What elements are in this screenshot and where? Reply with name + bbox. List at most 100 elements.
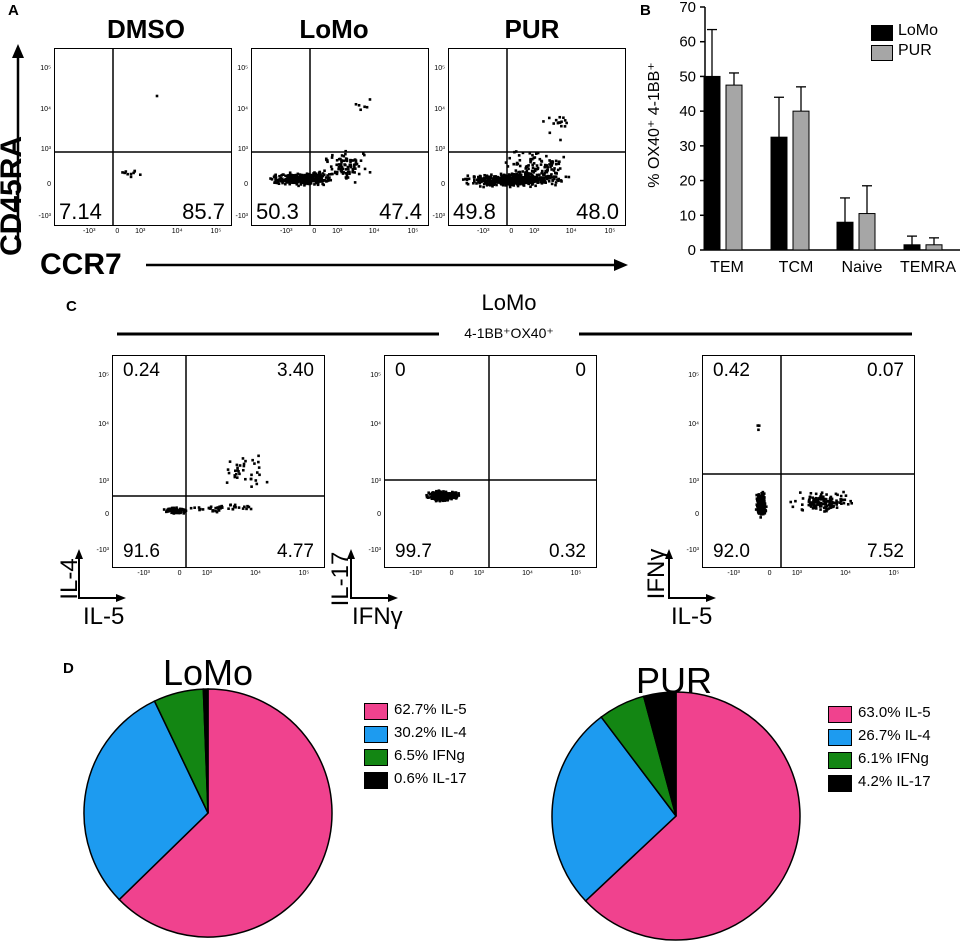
- event-dot: [443, 499, 447, 502]
- event-dot: [535, 164, 539, 167]
- event-dot: [182, 508, 186, 511]
- pie-legend-label: 63.0% IL-5: [858, 704, 931, 721]
- y-axis-label-il4: IL-4: [56, 558, 83, 600]
- event-dot: [334, 171, 337, 175]
- event-dot: [554, 159, 558, 163]
- event-dot: [758, 496, 762, 500]
- event-dot: [563, 125, 567, 128]
- event-dot: [762, 509, 766, 513]
- event-dot: [482, 185, 485, 189]
- event-dot: [811, 502, 815, 505]
- event-dot: [495, 183, 498, 187]
- quadrant-lower-right: 0.32: [549, 541, 586, 562]
- event-dot: [821, 496, 825, 499]
- event-dot: [824, 509, 828, 512]
- event-dot: [506, 182, 510, 186]
- pie-legend-swatch: [364, 772, 388, 789]
- event-dot: [807, 498, 811, 502]
- event-dot: [844, 494, 848, 497]
- event-dot: [761, 510, 764, 514]
- flow-plot-il4-il5: 0.24 3.40 91.6 4.77: [112, 355, 325, 568]
- event-dot: [484, 179, 488, 183]
- event-dot: [518, 182, 522, 186]
- event-dot: [850, 501, 854, 505]
- event-dot: [193, 506, 196, 510]
- event-dot: [488, 178, 491, 181]
- event-dot: [477, 175, 480, 179]
- event-dot: [817, 497, 820, 500]
- event-dot: [317, 174, 320, 177]
- event-dot: [225, 481, 229, 484]
- event-dot: [250, 473, 253, 477]
- event-dot: [835, 506, 839, 509]
- event-dot: [801, 508, 805, 512]
- event-dot: [533, 179, 536, 182]
- event-dot: [362, 152, 365, 155]
- event-dot: [510, 179, 513, 182]
- event-dot: [812, 504, 816, 507]
- event-dot: [292, 178, 296, 181]
- event-dot: [176, 511, 180, 514]
- event-dot: [250, 485, 253, 488]
- pie-legend-swatch: [828, 729, 852, 746]
- y-tick-label: -10³: [368, 547, 381, 555]
- event-dot: [327, 173, 331, 176]
- event-dot: [425, 493, 428, 497]
- x-tick-label: -10³: [409, 570, 422, 577]
- flow-title-dmso: DMSO: [107, 14, 185, 44]
- event-dot: [288, 181, 291, 185]
- event-dot: [493, 180, 496, 184]
- event-dot: [241, 457, 245, 460]
- y-tick-label: 10⁵: [40, 65, 51, 73]
- event-dot: [539, 163, 543, 166]
- event-dot: [315, 178, 318, 181]
- pie-legend-label: 6.5% IFNg: [394, 747, 465, 764]
- event-dot: [444, 492, 448, 496]
- event-dot: [543, 173, 546, 176]
- flow-plot-dmso-canvas: [55, 49, 231, 225]
- event-dot: [794, 499, 797, 503]
- event-dot: [321, 172, 325, 175]
- flow-plot-lomo: 50.3 47.4: [251, 48, 429, 226]
- event-dot: [451, 491, 454, 495]
- event-dot: [237, 506, 241, 509]
- event-dot: [550, 176, 554, 179]
- event-dot: [531, 157, 534, 161]
- event-dot: [504, 161, 508, 164]
- pie-title-lomo: LoMo: [162, 652, 254, 693]
- event-dot: [326, 160, 329, 164]
- event-dot: [461, 178, 465, 181]
- quadrant-lower-left: 91.6: [123, 541, 160, 562]
- event-dot: [823, 497, 827, 501]
- event-dot: [517, 170, 520, 174]
- event-dot: [828, 502, 832, 506]
- event-dot: [529, 185, 532, 189]
- event-dot: [814, 500, 818, 504]
- event-dot: [516, 162, 520, 166]
- event-dot: [245, 507, 248, 511]
- event-dot: [480, 180, 483, 184]
- y-tick-label: 0: [244, 181, 248, 189]
- event-dot: [757, 493, 761, 496]
- event-dot: [306, 182, 310, 186]
- x-tick-label: 0: [767, 570, 772, 577]
- event-dot: [518, 164, 522, 168]
- pie-legend-label: 0.6% IL-17: [394, 770, 467, 787]
- event-dot: [357, 172, 361, 176]
- event-dot: [518, 175, 522, 178]
- event-dot: [241, 507, 245, 510]
- event-dot: [809, 491, 813, 495]
- y-tick-label: 50: [679, 68, 696, 85]
- event-dot: [289, 180, 292, 183]
- event-dot: [813, 506, 817, 510]
- event-dot: [527, 172, 530, 175]
- y-axis-label-il17: IL-17: [327, 551, 354, 607]
- pie-slice: [83, 700, 209, 901]
- x-tick-label: 10³: [332, 228, 343, 235]
- event-dot: [347, 168, 350, 171]
- event-dot: [299, 179, 302, 183]
- event-dot: [756, 509, 760, 513]
- event-dot: [540, 182, 544, 185]
- event-dot: [760, 491, 763, 495]
- event-dot: [508, 179, 511, 183]
